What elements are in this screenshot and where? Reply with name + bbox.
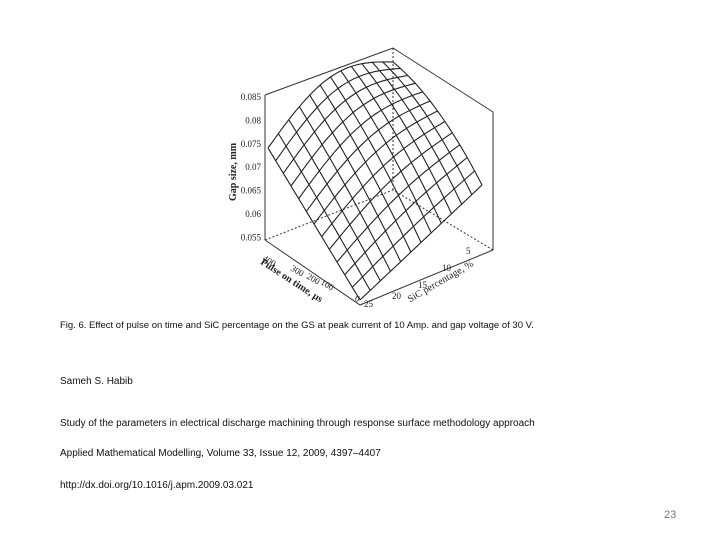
author: Sameh S. Habib xyxy=(60,376,133,387)
journal: Applied Mathematical Modelling, Volume 3… xyxy=(60,448,381,459)
figure: 0.085 0.08 0.075 0.07 0.065 0.06 0.055 Gap siz… xyxy=(228,47,494,309)
z-tick-label: 0.07 xyxy=(245,162,261,172)
surface-line xyxy=(361,63,452,215)
url: http://dx.doi.org/10.1016/j.apm.2009.03.… xyxy=(60,480,254,491)
box-edge xyxy=(264,239,494,306)
x-tick-label: 100 xyxy=(319,277,336,293)
y-tick-label: 25 xyxy=(364,299,374,309)
page-number: 23 xyxy=(664,509,677,521)
surface-line xyxy=(305,100,431,212)
x-tick-label: 0 xyxy=(353,293,362,304)
surface-line xyxy=(359,184,483,301)
surface-line xyxy=(382,61,473,195)
box xyxy=(264,47,494,306)
y-tick-label: 5 xyxy=(466,246,471,256)
box-edge xyxy=(264,47,494,250)
z-tick-label: 0.075 xyxy=(241,139,262,149)
z-axis-label: Gap size, mm xyxy=(228,142,239,201)
surface-line xyxy=(350,66,442,224)
surface-line xyxy=(351,170,475,288)
surface-line xyxy=(344,157,468,276)
y-tick-label: 20 xyxy=(392,291,402,301)
surface xyxy=(267,61,483,301)
z-tick-label: 0.055 xyxy=(241,232,262,242)
z-ticks: 0.085 0.08 0.075 0.07 0.065 0.06 0.055 xyxy=(241,92,262,242)
z-tick-label: 0.08 xyxy=(245,115,261,125)
paper-title: Study of the parameters in electrical di… xyxy=(60,418,535,429)
z-tick-label: 0.085 xyxy=(241,92,262,102)
z-tick-label: 0.065 xyxy=(241,186,262,196)
y-tick-label: 10 xyxy=(442,263,452,273)
surface-line xyxy=(392,61,483,186)
y-ticks: 25 20 15 10 5 xyxy=(364,246,471,309)
caption: Fig. 6. Effect of pulse on time and SiC … xyxy=(60,320,534,331)
z-tick-label: 0.06 xyxy=(245,209,261,219)
y-tick-label: 15 xyxy=(418,280,428,290)
box-edge xyxy=(264,189,494,251)
